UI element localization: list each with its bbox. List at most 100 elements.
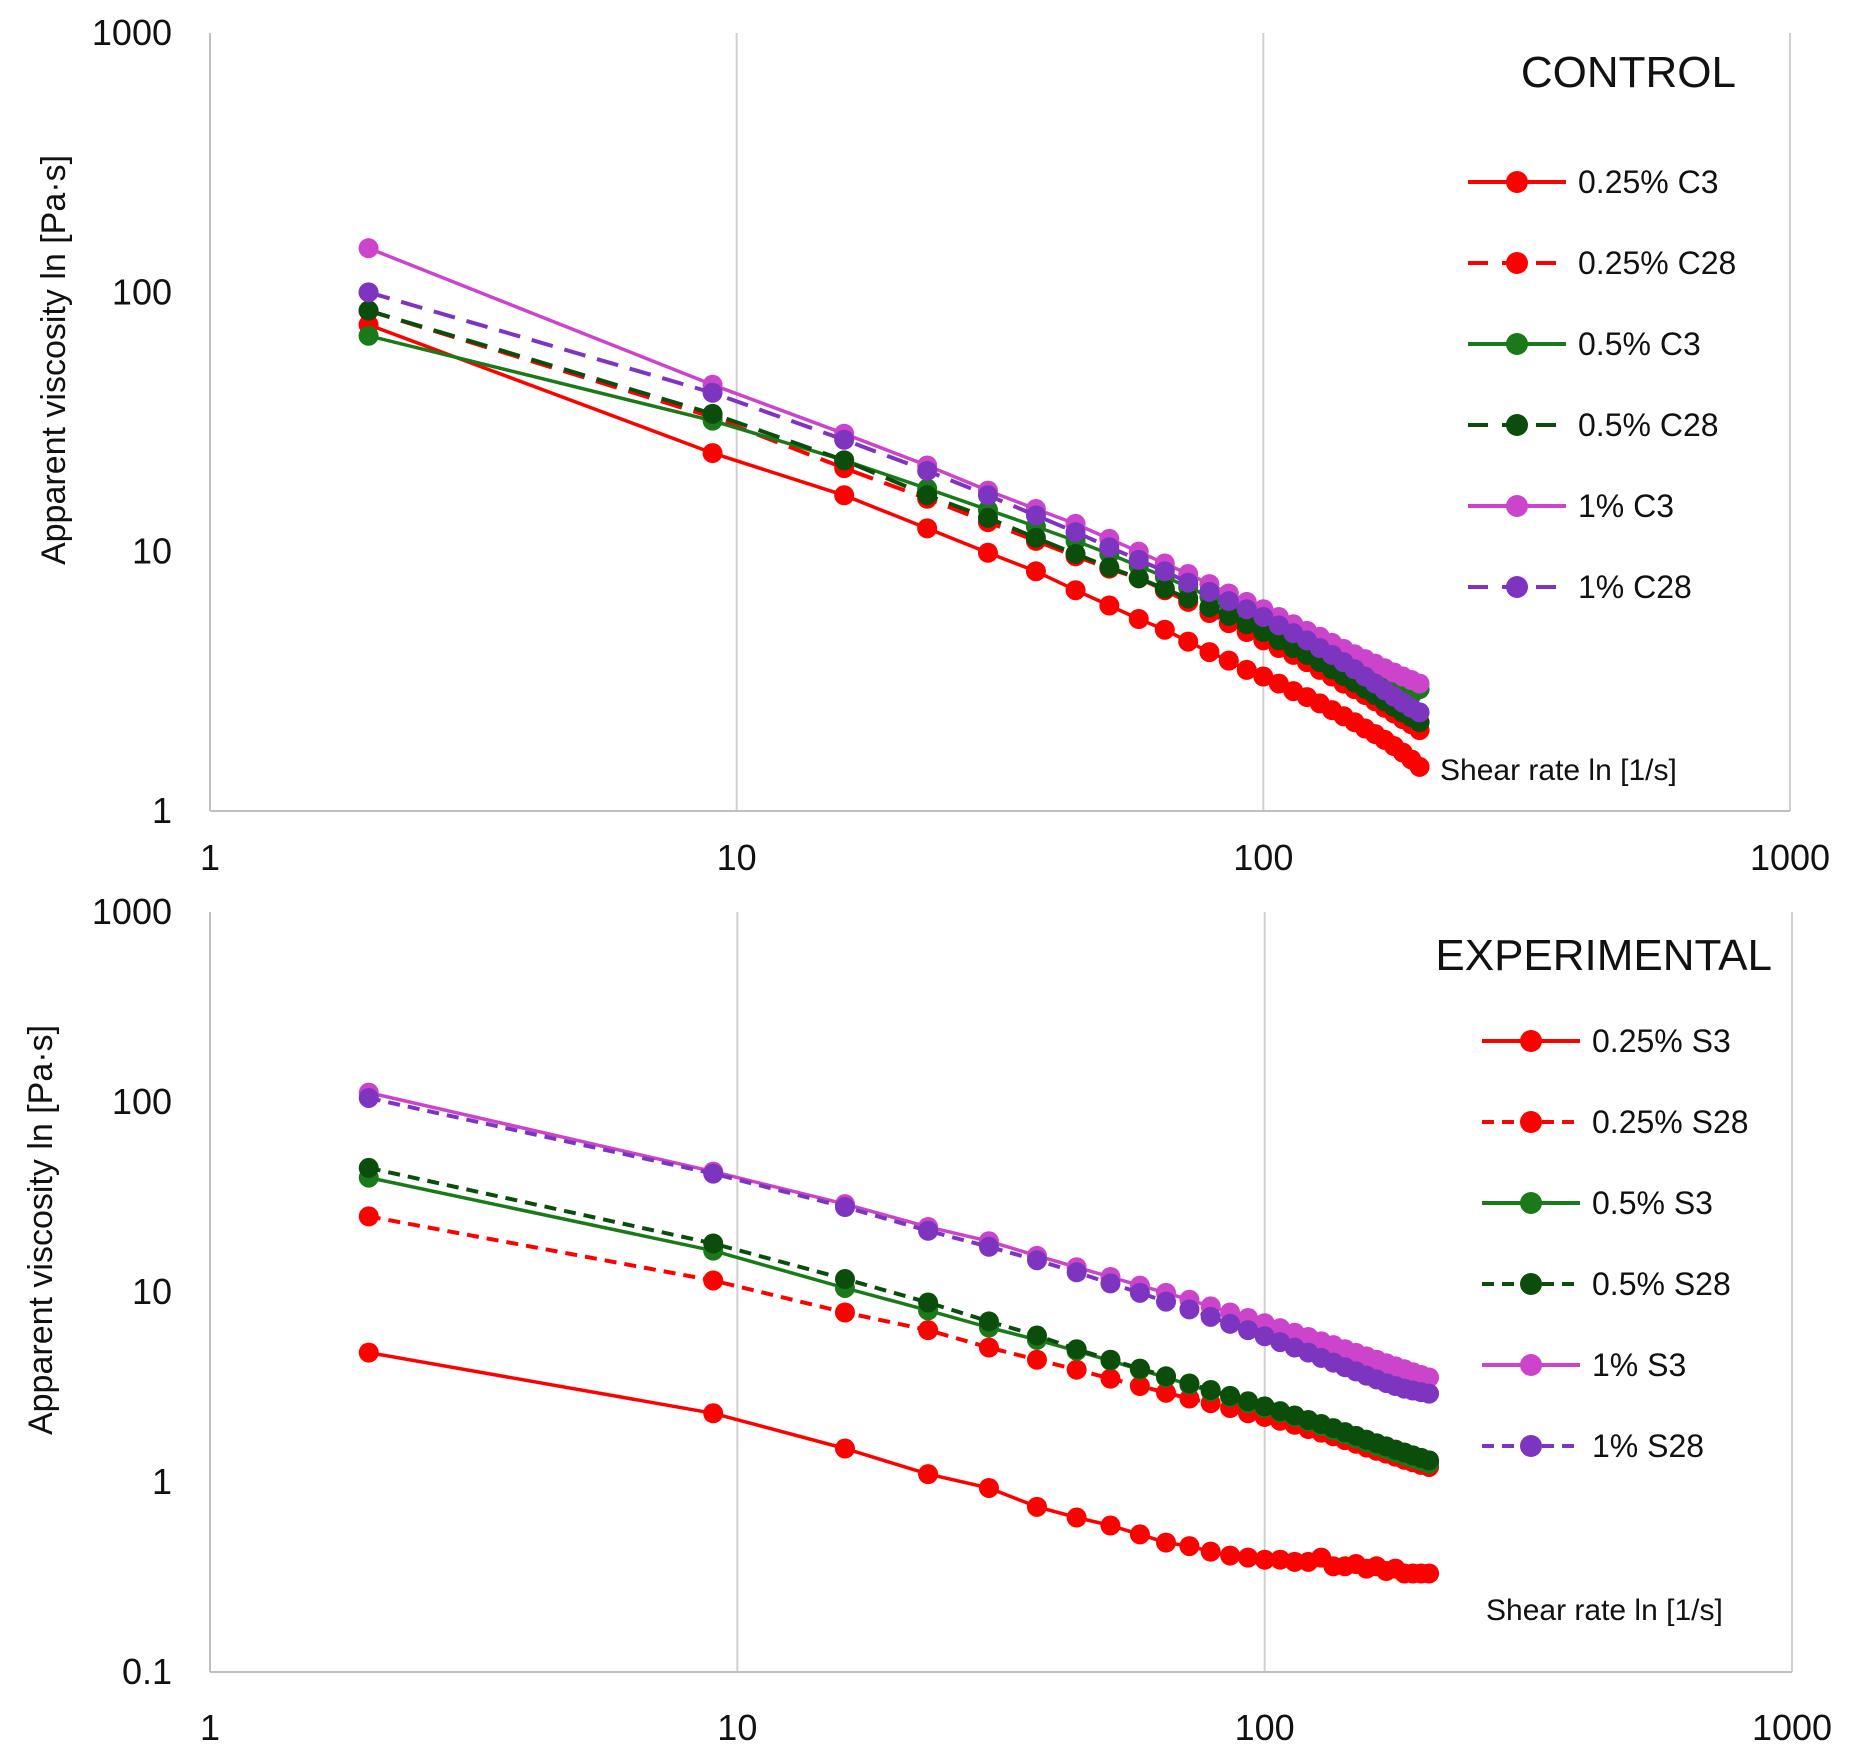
data-point [1065, 543, 1086, 564]
y-tick-label: 100 [112, 271, 172, 312]
data-point [703, 1163, 724, 1184]
data-point [918, 1220, 939, 1241]
legend-label: 0.5% S28 [1592, 1266, 1731, 1302]
data-point [1199, 642, 1220, 663]
data-point [358, 300, 379, 321]
legend-item: 0.5% C3 [1468, 326, 1701, 362]
data-point [917, 518, 938, 539]
legend-item: 1% S28 [1482, 1428, 1704, 1464]
data-point [1128, 549, 1149, 570]
series-0-25-c3 [358, 314, 1430, 777]
data-point [1419, 1563, 1440, 1584]
series-line [368, 1350, 1430, 1576]
data-point [834, 429, 855, 450]
data-point [1025, 527, 1046, 548]
legend-marker [1506, 576, 1528, 598]
data-point [977, 485, 998, 506]
data-point [1254, 1326, 1275, 1347]
data-point [1409, 756, 1430, 777]
legend-label: 1% C28 [1578, 569, 1692, 605]
legend-marker [1520, 1435, 1542, 1457]
y-tick-label: 10 [132, 531, 172, 572]
data-point [1254, 1396, 1275, 1417]
legend-item: 1% S3 [1482, 1347, 1686, 1383]
y-tick-label: 10 [132, 1271, 172, 1312]
legend-label: 0.5% C3 [1578, 326, 1701, 362]
data-point [978, 1337, 999, 1358]
x-axis-label: Shear rate ln [1/s] [1440, 754, 1677, 787]
legend-item: 1% C28 [1468, 569, 1692, 605]
x-tick-label: 100 [1235, 1707, 1295, 1748]
data-point [1179, 1373, 1200, 1394]
data-point [1253, 666, 1274, 687]
data-point [1253, 622, 1274, 643]
data-point [917, 460, 938, 481]
data-point [917, 485, 938, 506]
legend-label: 0.25% C28 [1578, 245, 1736, 281]
data-point [1065, 522, 1086, 543]
x-tick-label: 1000 [1752, 1707, 1832, 1748]
data-point [358, 1342, 379, 1363]
data-point [358, 1206, 379, 1227]
x-tick-label: 1 [200, 837, 220, 878]
data-point [1154, 578, 1175, 599]
data-point [1236, 659, 1257, 680]
data-point [1100, 1349, 1121, 1370]
x-tick-label: 1000 [1750, 837, 1830, 878]
data-point [358, 1157, 379, 1178]
data-point [1129, 1358, 1150, 1379]
data-point [358, 1087, 379, 1108]
data-point [702, 382, 723, 403]
legend-marker [1520, 1111, 1542, 1133]
y-tick-label: 1 [152, 1461, 172, 1502]
legend-item: 0.5% C28 [1468, 407, 1719, 443]
data-point [1220, 1313, 1241, 1334]
data-point [834, 1302, 855, 1323]
data-point [1179, 1299, 1200, 1320]
chart-1: 1 10 100 1000 0.1 1 10 100 1000 Apparent viscosit… [22, 891, 1832, 1748]
legend-item: 1% C3 [1468, 488, 1674, 524]
series-0-5-s28 [358, 1157, 1440, 1471]
y-tick-label: 0.1 [122, 1651, 172, 1692]
data-point [1026, 1349, 1047, 1370]
data-point [1128, 568, 1149, 589]
data-point [1218, 650, 1239, 671]
data-point [1200, 1379, 1221, 1400]
data-point [1253, 606, 1274, 627]
data-point [1100, 1368, 1121, 1389]
data-point [918, 1464, 939, 1485]
legend-item: 0.5% S28 [1482, 1266, 1731, 1302]
legend-item: 0.25% C28 [1468, 245, 1736, 281]
data-point [1156, 1382, 1177, 1403]
legend-item: 0.25% C3 [1468, 164, 1719, 200]
series-1-s28 [358, 1087, 1440, 1404]
y-tick-label: 1 [152, 790, 172, 831]
series-line [367, 308, 1421, 724]
legend-label: 0.5% S3 [1592, 1185, 1713, 1221]
data-point [1236, 599, 1257, 620]
y-axis-label: Apparent viscosity ln [Pa·s] [35, 155, 73, 565]
data-point [978, 1477, 999, 1498]
data-point [1419, 1367, 1440, 1388]
data-point [1026, 1496, 1047, 1517]
data-point [1099, 595, 1120, 616]
data-point [1026, 1325, 1047, 1346]
data-point [1409, 673, 1430, 694]
data-point [1178, 588, 1199, 609]
legend-marker [1506, 414, 1528, 436]
data-point [1065, 580, 1086, 601]
data-point [978, 1311, 999, 1332]
data-point [1025, 505, 1046, 526]
data-point [1236, 614, 1257, 635]
legend-marker [1520, 1354, 1542, 1376]
data-point [1409, 702, 1430, 723]
legend-label: 0.25% S28 [1592, 1104, 1749, 1140]
data-point [1066, 1359, 1087, 1380]
series-1-c28 [358, 282, 1430, 723]
legend-marker [1506, 333, 1528, 355]
y-tick-label: 1000 [92, 891, 172, 932]
x-tick-label: 10 [717, 837, 757, 878]
data-point [1238, 1320, 1259, 1341]
data-point [703, 1270, 724, 1291]
